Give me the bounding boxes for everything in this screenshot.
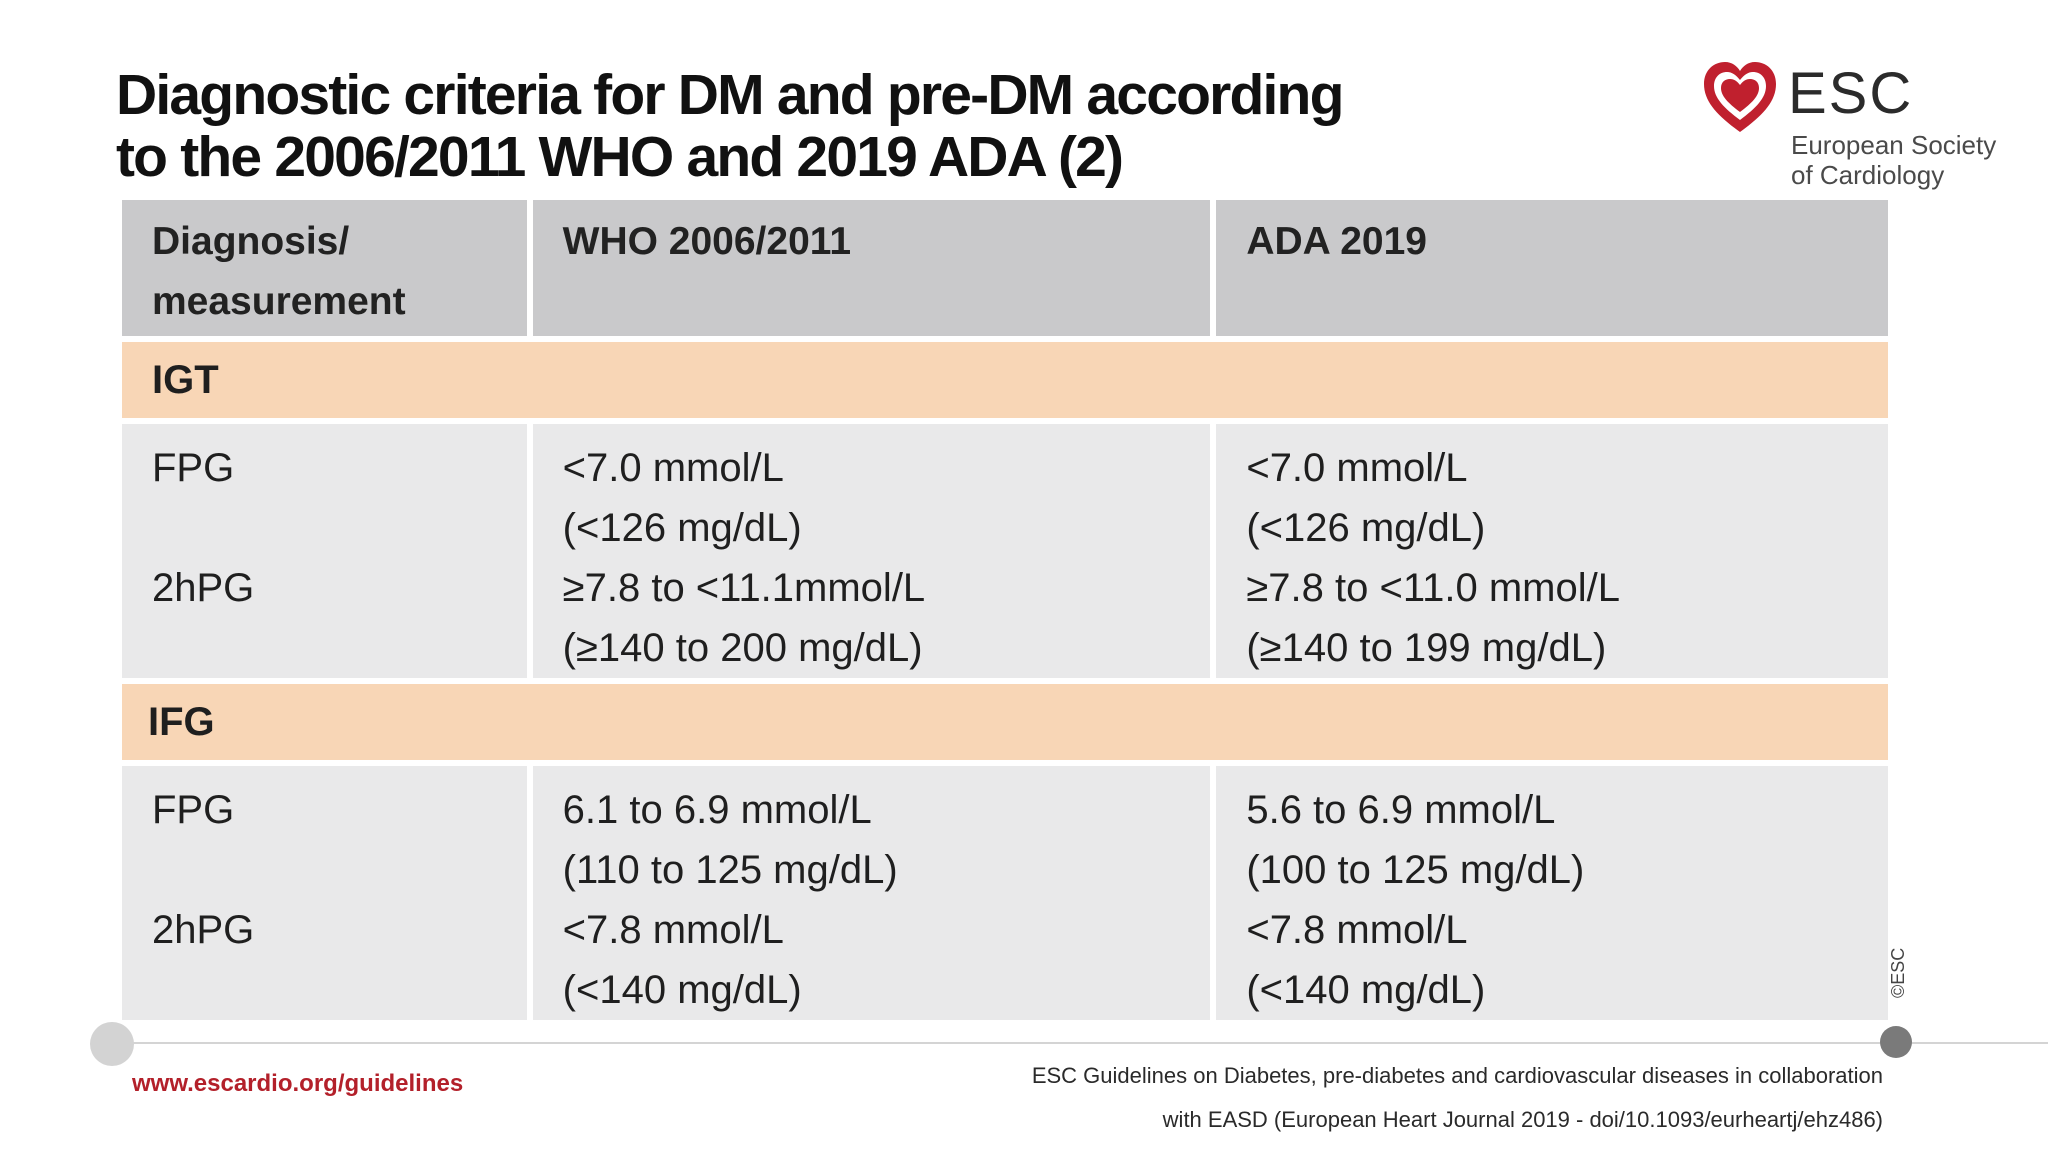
heart-icon [1704,62,1776,132]
who-value: 6.1 to 6.9 mmol/L [562,788,872,832]
ada-value: <7.0 mmol/L [1246,446,1468,490]
copyright-text: ©ESC [1888,947,1908,998]
footer-citation: ESC Guidelines on Diabetes, pre-diabetes… [883,1054,1883,1142]
ada-value: (100 to 125 mg/dL) [1246,848,1585,892]
who-value: (<140 mg/dL) [562,968,802,1012]
footer-dot-right [1880,1026,1912,1058]
header-col1-line2: measurement [152,280,406,323]
copyright-mark: ©ESC [1888,948,1928,1018]
ada-value: 5.6 to 6.9 mmol/L [1246,788,1556,832]
section-row-ifg: IFG [122,684,1888,760]
who-cell: 6.1 to 6.9 mmol/L (110 to 125 mg/dL) <7.… [532,766,1211,1020]
header-diagnosis-measurement: Diagnosis/ measurement [122,200,527,336]
citation-line-1: ESC Guidelines on Diabetes, pre-diabetes… [1031,1063,1883,1088]
who-value: (≥140 to 200 mg/dL) [562,626,923,670]
who-value: (<126 mg/dL) [562,506,802,550]
slide-title: Diagnostic criteria for DM and pre-DM ac… [116,64,1496,188]
criteria-table: Diagnosis/ measurement WHO 2006/2011 ADA… [122,200,1889,1020]
table-row: FPG 2hPG <7.0 mmol/L (<126 mg/dL) ≥7.8 t… [122,424,1889,678]
who-cell: <7.0 mmol/L (<126 mg/dL) ≥7.8 to <11.1mm… [532,424,1211,678]
header-col1-line1: Diagnosis/ [152,220,350,263]
measure-2hpg: 2hPG [152,908,255,952]
logo-subtitle-line-1: European Society [1791,130,1997,160]
who-value: (110 to 125 mg/dL) [562,848,898,892]
esc-logo: ESC European Society of Cardiology [1700,58,2010,198]
table-header-row: Diagnosis/ measurement WHO 2006/2011 ADA… [122,200,1889,336]
title-line-1: Diagnostic criteria for DM and pre-DM ac… [116,63,1344,127]
logo-subtitle: European Society of Cardiology [1791,130,1996,190]
section-label: IGT [152,358,219,402]
logo-name: ESC [1788,61,1914,126]
spacer [152,498,527,558]
who-value: <7.8 mmol/L [562,908,784,952]
logo-subtitle-line-2: of Cardiology [1791,160,1945,190]
ada-value: <7.8 mmol/L [1246,908,1468,952]
header-ada: ADA 2019 [1216,200,1889,336]
footer-dot-left [90,1022,134,1066]
measurement-cell: FPG 2hPG [122,424,527,678]
spacer [152,840,527,900]
citation-line-2: with EASD (European Heart Journal 2019 -… [1162,1107,1883,1132]
footer-divider [112,1042,2048,1044]
measure-fpg: FPG [152,788,235,832]
measure-2hpg: 2hPG [152,566,255,610]
section-row-igt: IGT [122,342,1888,418]
table-row: FPG 2hPG 6.1 to 6.9 mmol/L (110 to 125 m… [122,766,1889,1020]
measurement-cell: FPG 2hPG [122,766,527,1020]
ada-cell: 5.6 to 6.9 mmol/L (100 to 125 mg/dL) <7.… [1216,766,1889,1020]
measure-fpg: FPG [152,446,235,490]
ada-value: (<126 mg/dL) [1246,506,1486,550]
header-who: WHO 2006/2011 [532,200,1211,336]
section-label: IFG [148,700,215,744]
who-value: ≥7.8 to <11.1mmol/L [562,566,926,610]
who-value: <7.0 mmol/L [562,446,784,490]
ada-value: ≥7.8 to <11.0 mmol/L [1246,566,1620,610]
guidelines-link[interactable]: www.escardio.org/guidelines [132,1070,464,1097]
ada-value: (<140 mg/dL) [1246,968,1486,1012]
ada-value: (≥140 to 199 mg/dL) [1246,626,1607,670]
ada-cell: <7.0 mmol/L (<126 mg/dL) ≥7.8 to <11.0 m… [1216,424,1889,678]
title-line-2: to the 2006/2011 WHO and 2019 ADA (2) [116,125,1124,189]
